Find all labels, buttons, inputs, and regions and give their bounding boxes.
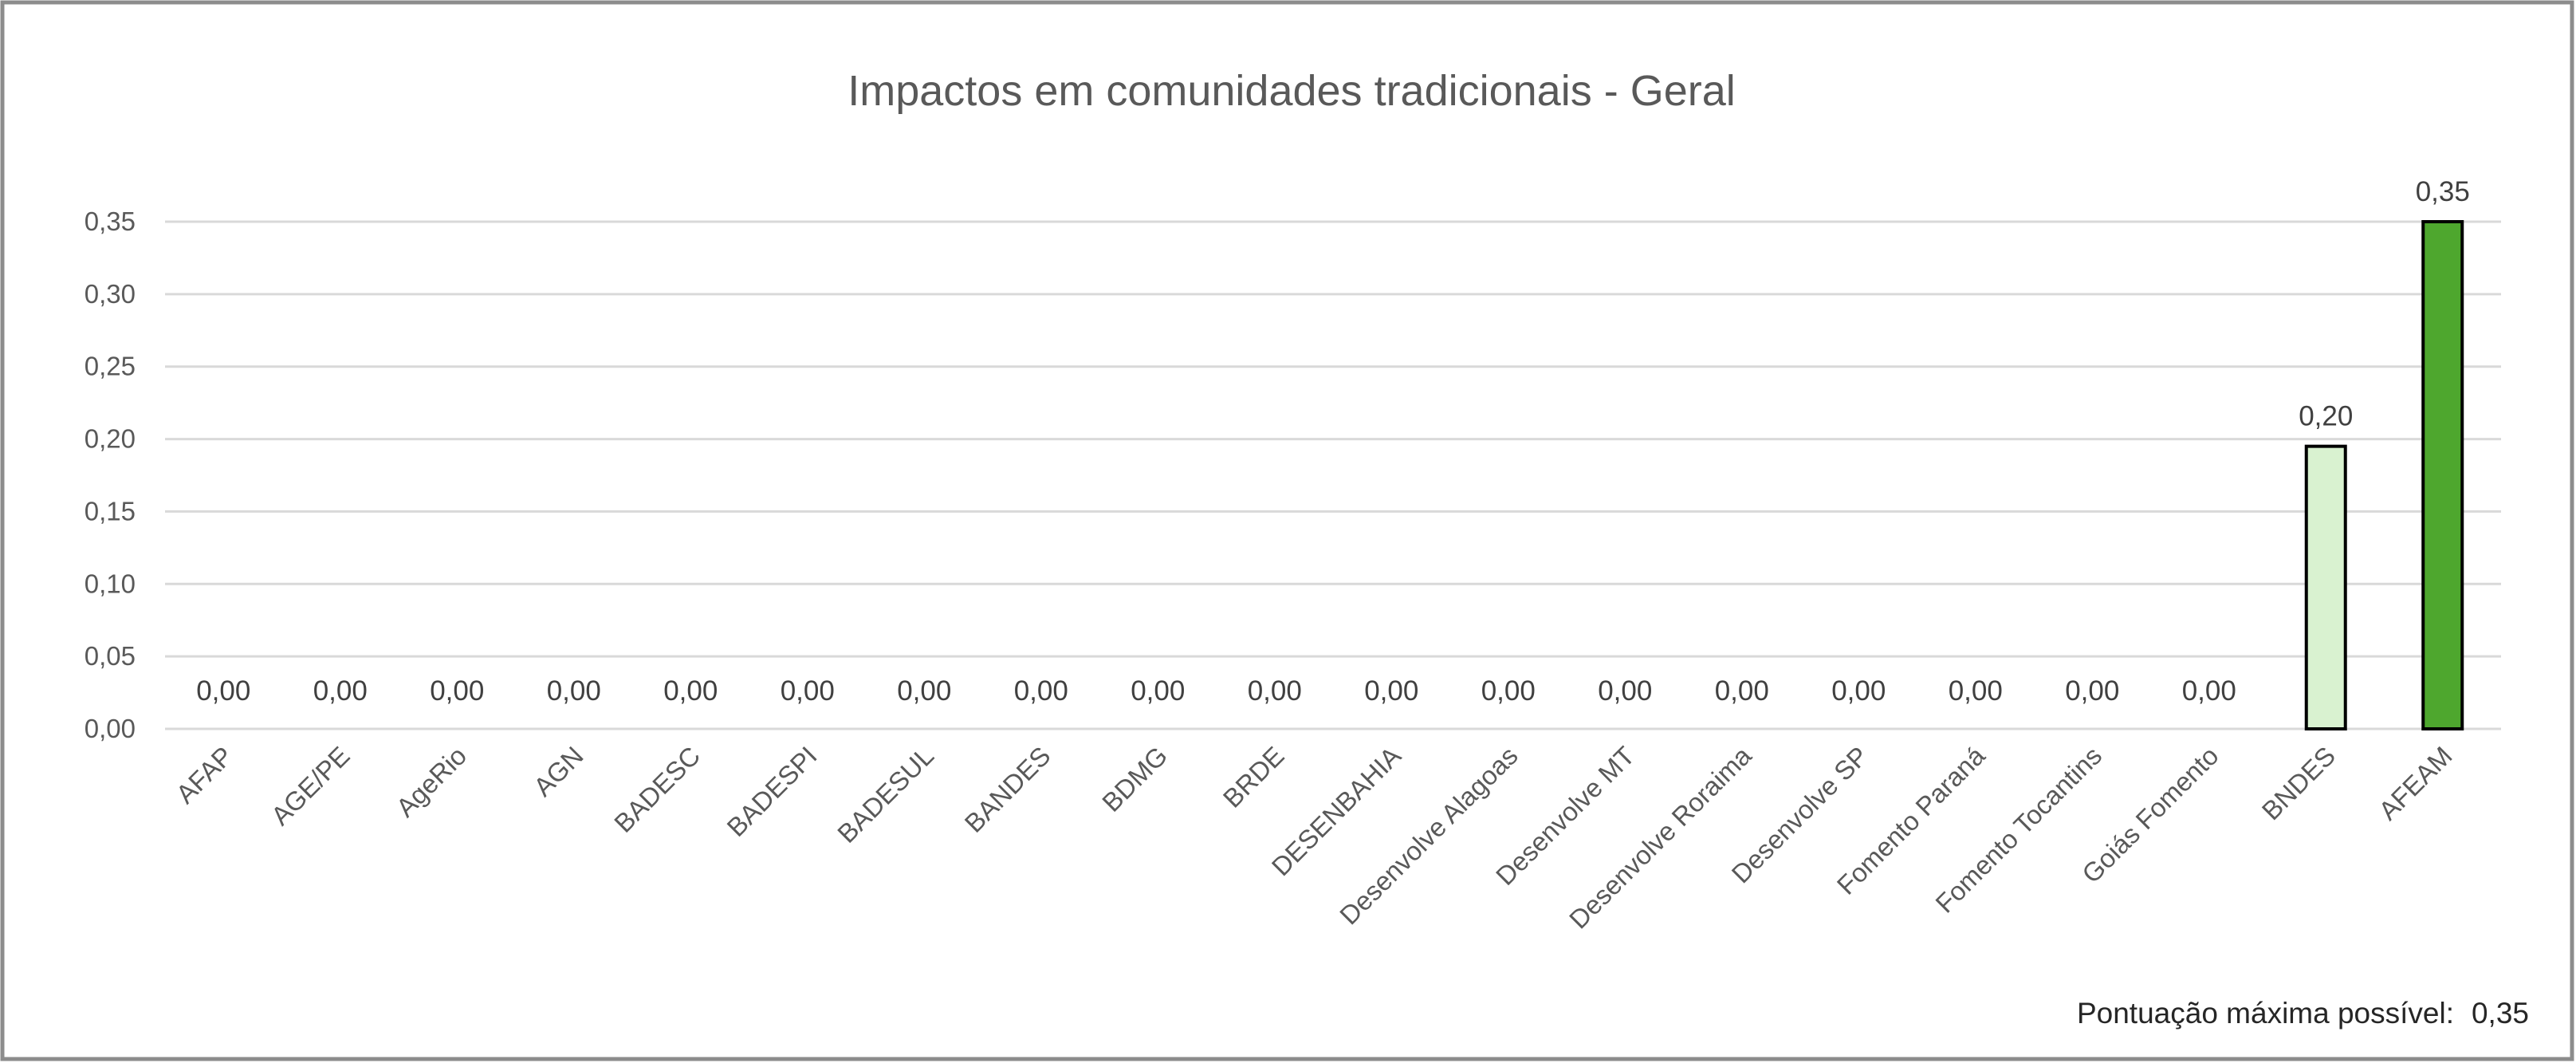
data-label: 0,00 bbox=[781, 675, 835, 707]
data-label: 0,00 bbox=[547, 675, 601, 707]
data-label: 0,00 bbox=[1481, 675, 1536, 707]
y-tick-label: 0,20 bbox=[85, 424, 136, 454]
data-label: 0,20 bbox=[2299, 401, 2353, 432]
y-tick-label: 0,15 bbox=[85, 496, 136, 526]
bar-bndes bbox=[2304, 444, 2347, 731]
max-score-label: Pontuação máxima possível: bbox=[2077, 997, 2454, 1030]
data-label: 0,00 bbox=[196, 675, 250, 707]
data-label: 0,00 bbox=[897, 675, 951, 707]
data-labels: 0,00 0,00 0,00 0,00 0,00 0,00 0,00 0,00 0,00 0,00… bbox=[196, 176, 2470, 707]
max-score-value: 0,35 bbox=[2472, 997, 2529, 1030]
data-label: 0,35 bbox=[2416, 176, 2470, 207]
data-label: 0,00 bbox=[1949, 675, 2003, 707]
y-tick-label: 0,05 bbox=[85, 641, 136, 671]
y-axis: 0,00 0,05 0,10 0,15 0,20 0,25 0,30 0,35 bbox=[85, 207, 136, 743]
data-label: 0,00 bbox=[1131, 675, 1185, 707]
y-tick-label: 0,35 bbox=[85, 207, 136, 236]
y-tick-label: 0,00 bbox=[85, 714, 136, 743]
data-label: 0,00 bbox=[430, 675, 484, 707]
y-tick-label: 0,25 bbox=[85, 352, 136, 381]
data-label: 0,00 bbox=[2182, 675, 2236, 707]
data-label: 0,00 bbox=[2065, 675, 2119, 707]
data-label: 0,00 bbox=[663, 675, 718, 707]
bar-afeam bbox=[2421, 220, 2464, 730]
data-label: 0,00 bbox=[1364, 675, 1418, 707]
max-score-note: Pontuação máxima possível: 0,35 bbox=[2077, 997, 2529, 1030]
data-label: 0,00 bbox=[1715, 675, 1769, 707]
data-label: 0,00 bbox=[1831, 675, 1886, 707]
data-label: 0,00 bbox=[1598, 675, 1652, 707]
data-label: 0,00 bbox=[313, 675, 368, 707]
data-label: 0,00 bbox=[1248, 675, 1302, 707]
bars bbox=[2304, 220, 2464, 731]
data-label: 0,00 bbox=[1014, 675, 1068, 707]
y-tick-label: 0,10 bbox=[85, 569, 136, 598]
gridlines bbox=[165, 220, 2501, 730]
chart-title: Impactos em comunidades tradicionais - G… bbox=[848, 67, 1736, 115]
y-tick-label: 0,30 bbox=[85, 279, 136, 309]
